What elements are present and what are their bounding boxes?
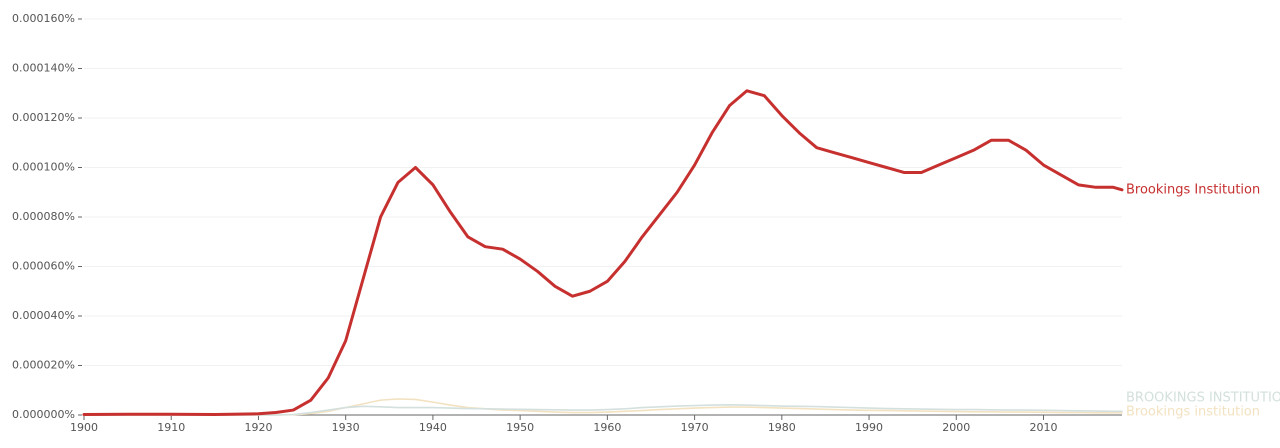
- y-tick-label: 0.000000%: [12, 408, 75, 421]
- x-tick-label: 1930: [332, 421, 360, 434]
- legend-label: Brookings institution: [1126, 405, 1260, 420]
- legend-label: Brookings Institution: [1126, 182, 1260, 197]
- x-tick-label: 1990: [855, 421, 883, 434]
- x-tick-label: 2010: [1029, 421, 1057, 434]
- legend-label: BROOKINGS INSTITUTION: [1126, 391, 1280, 406]
- x-tick-label: 2000: [942, 421, 970, 434]
- series-line: [82, 89, 1124, 416]
- series-line: [83, 404, 1123, 416]
- y-tick-label: 0.000120%: [12, 111, 75, 124]
- x-tick-label: 1960: [593, 421, 621, 434]
- x-tick-label: 1920: [244, 421, 272, 434]
- y-tick-label: 0.000140%: [12, 62, 75, 75]
- x-tick-label: 1950: [506, 421, 534, 434]
- x-tick-label: 1980: [768, 421, 796, 434]
- y-tick-label: 0.000020%: [12, 359, 75, 372]
- x-tick-label: 1910: [157, 421, 185, 434]
- y-tick-label: 0.000160%: [12, 12, 75, 25]
- x-tick-label: 1940: [419, 421, 447, 434]
- y-tick-label: 0.000060%: [12, 260, 75, 273]
- x-tick-label: 1900: [70, 421, 98, 434]
- y-tick-label: 0.000100%: [12, 161, 75, 174]
- x-tick-label: 1970: [681, 421, 709, 434]
- y-tick-label: 0.000080%: [12, 210, 75, 223]
- y-tick-label: 0.000040%: [12, 309, 75, 322]
